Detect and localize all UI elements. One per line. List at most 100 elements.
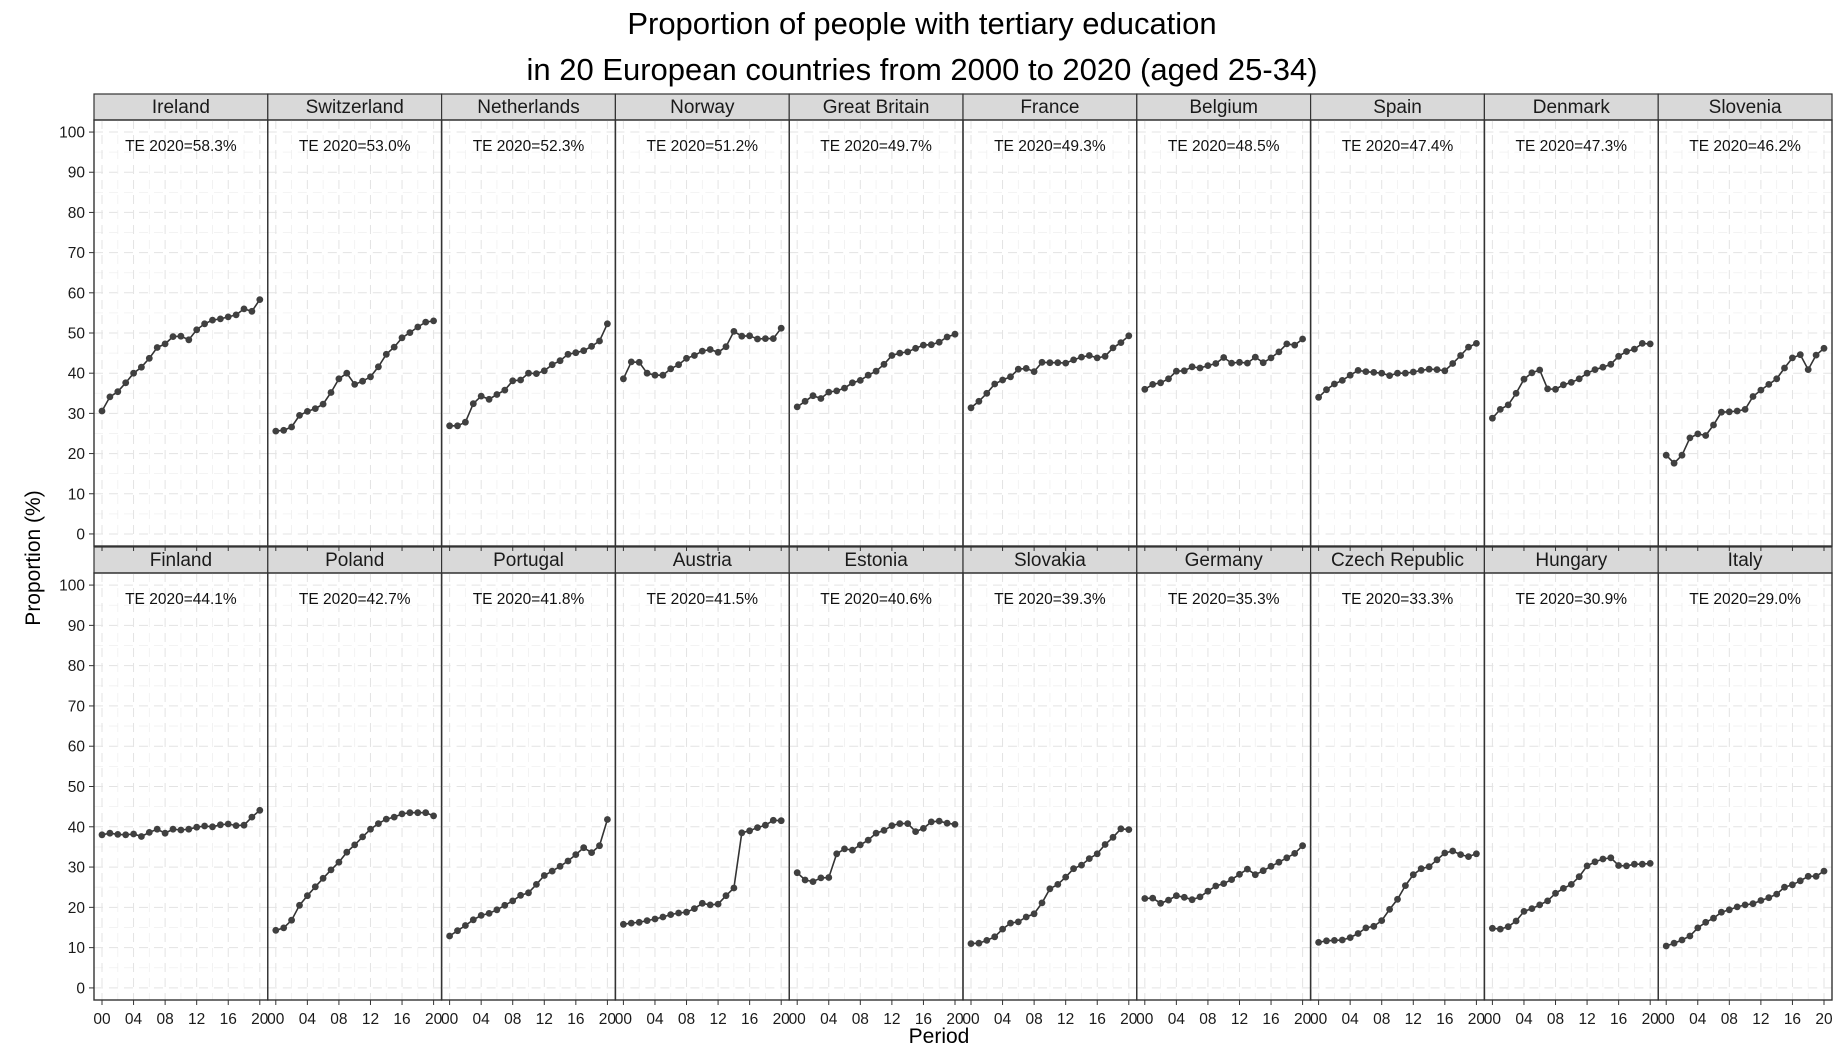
- data-point: [943, 819, 951, 827]
- data-point: [1196, 893, 1204, 901]
- data-point: [256, 296, 264, 303]
- data-point: [272, 926, 280, 934]
- chart-title-line-1: Proportion of people with tertiary educa…: [627, 6, 1216, 41]
- data-point: [849, 846, 856, 854]
- data-point: [1370, 922, 1378, 930]
- data-point: [1046, 359, 1054, 367]
- data-point: [272, 427, 280, 435]
- data-point: [991, 380, 999, 388]
- data-point: [106, 829, 114, 837]
- data-point: [572, 349, 580, 357]
- data-point: [1228, 876, 1235, 883]
- data-point: [1259, 867, 1267, 875]
- data-point: [1702, 432, 1710, 439]
- data-point: [935, 338, 943, 346]
- data-point: [983, 937, 991, 944]
- data-point: [1054, 359, 1062, 367]
- data-point: [1441, 367, 1449, 375]
- data-point: [1441, 849, 1449, 857]
- data-point: [1473, 340, 1480, 347]
- data-point: [296, 901, 303, 909]
- data-point: [1212, 882, 1220, 890]
- data-point: [627, 919, 635, 927]
- data-point: [1623, 862, 1630, 870]
- data-point: [359, 833, 366, 841]
- data-point: [1433, 366, 1441, 373]
- data-point: [1796, 351, 1804, 359]
- y-tick-label: 100: [59, 578, 85, 595]
- te-2020-annotation: TE 2020=47.3%: [1515, 138, 1627, 155]
- facet-strip-label: Slovakia: [1014, 550, 1086, 571]
- data-point: [1496, 406, 1504, 413]
- data-point: [833, 850, 841, 858]
- data-point: [1409, 871, 1417, 879]
- facet-strip: [1136, 93, 1312, 121]
- data-point: [201, 320, 209, 328]
- data-point: [920, 825, 927, 832]
- facet-strip-label: Great Britain: [823, 97, 930, 118]
- data-point: [548, 867, 556, 875]
- data-point: [509, 377, 517, 385]
- y-tick-label: 40: [68, 366, 86, 383]
- data-point: [122, 379, 130, 387]
- x-tick-label: 20: [1815, 1011, 1833, 1028]
- y-tick-label: 10: [68, 486, 86, 503]
- facet-strip-label: Poland: [325, 550, 384, 571]
- data-point: [1789, 354, 1796, 362]
- data-point: [1378, 917, 1386, 924]
- data-point: [1496, 925, 1504, 933]
- data-point: [367, 825, 374, 833]
- data-point: [1038, 358, 1046, 366]
- panel-border: [1657, 572, 1833, 1001]
- data-point: [1267, 354, 1275, 362]
- panel-czech-republic: Czech Republic TE 2020=33.3%: [1309, 546, 1486, 1001]
- x-tick-label: 00: [1310, 1011, 1328, 1028]
- x-tick-label: 00: [93, 1011, 111, 1028]
- facet-strip-label: Spain: [1373, 97, 1422, 118]
- data-point: [1022, 913, 1030, 921]
- data-point: [398, 334, 406, 342]
- data-point: [1149, 381, 1157, 388]
- data-point: [1773, 375, 1781, 383]
- te-2020-annotation: TE 2020=47.4%: [1342, 138, 1454, 155]
- data-point: [967, 404, 975, 412]
- data-point: [1433, 856, 1441, 864]
- data-point: [288, 916, 295, 924]
- data-point: [446, 932, 453, 940]
- x-tick-label: 12: [536, 1011, 553, 1028]
- x-tick-label: 08: [1199, 1011, 1216, 1028]
- data-point: [209, 823, 216, 831]
- data-point: [596, 842, 603, 850]
- data-point: [1638, 340, 1646, 347]
- data-point: [280, 924, 288, 932]
- data-point: [1457, 352, 1464, 359]
- x-tick-label: 00: [1136, 1011, 1154, 1028]
- data-point: [485, 395, 493, 403]
- data-point: [375, 363, 382, 371]
- data-point: [1070, 356, 1077, 364]
- data-point: [841, 384, 848, 392]
- data-point: [872, 829, 880, 837]
- x-tick-label: 00: [962, 1011, 980, 1028]
- data-point: [1030, 368, 1038, 375]
- data-point: [1449, 360, 1457, 367]
- data-point: [343, 369, 351, 377]
- panel-denmark: Denmark TE 2020=47.3%: [1483, 93, 1659, 547]
- data-point: [1638, 860, 1646, 868]
- data-point: [1489, 924, 1496, 932]
- x-tick-label: 04: [994, 1011, 1012, 1028]
- data-point: [856, 841, 864, 849]
- data-point: [596, 337, 603, 345]
- data-point: [1331, 937, 1338, 944]
- data-point: [1275, 858, 1283, 866]
- data-point: [1599, 363, 1607, 371]
- y-tick-label: 80: [68, 205, 86, 222]
- data-point: [1591, 858, 1599, 866]
- x-tick-label: 20: [599, 1011, 617, 1028]
- data-point: [114, 831, 122, 838]
- data-point: [1504, 401, 1512, 409]
- data-point: [130, 369, 138, 377]
- te-2020-annotation: TE 2020=30.9%: [1515, 591, 1627, 608]
- data-point: [1149, 894, 1157, 902]
